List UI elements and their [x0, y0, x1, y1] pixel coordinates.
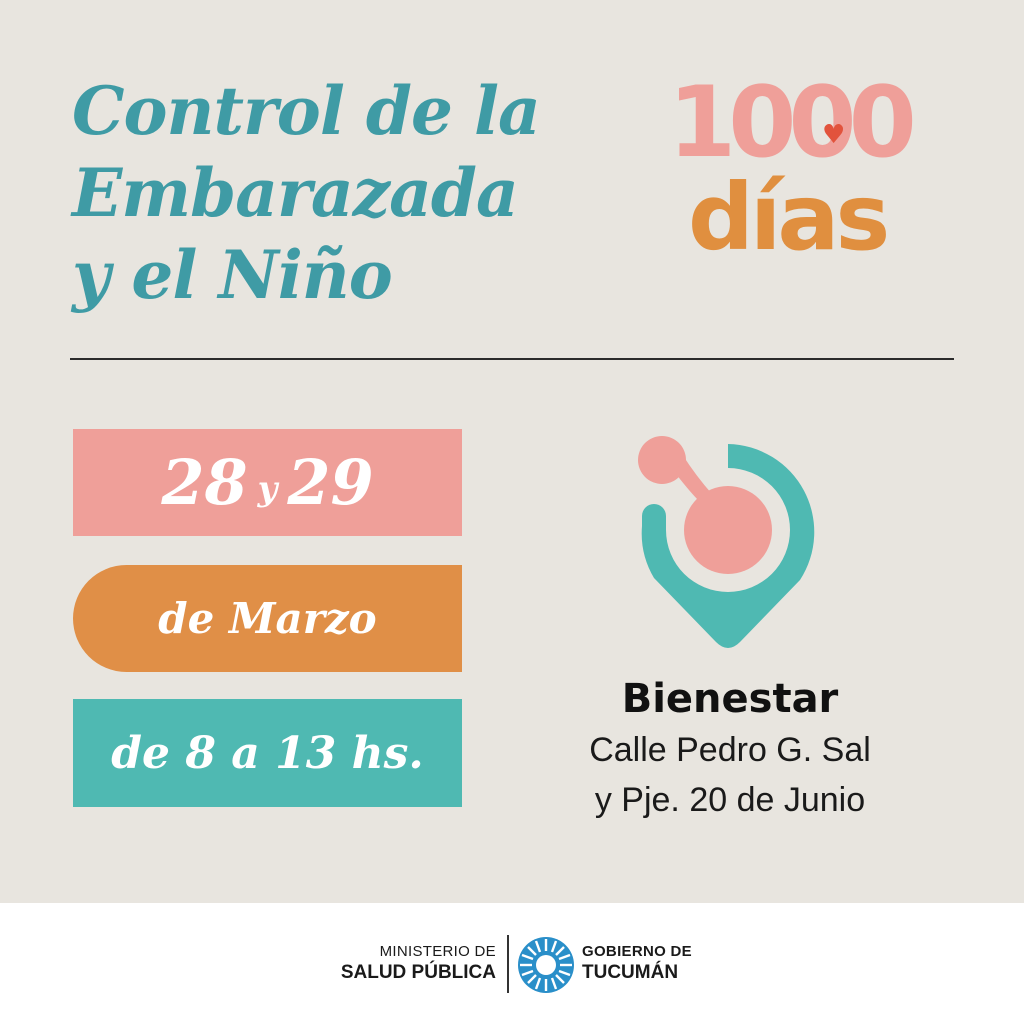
government-line-2: TUCUMÁN [582, 962, 679, 983]
government-line-1: GOBIERNO DE [582, 943, 692, 960]
month-label: de Marzo [158, 594, 377, 643]
1000-dias-logo: 1000 ♥ días [660, 66, 960, 271]
government-label: GOBIERNO DE TUCUMÁN [582, 943, 692, 984]
dates-joiner: y [257, 468, 278, 509]
dates-banner: 28 y 29 [73, 429, 462, 536]
title-line-1: Control de la [72, 72, 541, 150]
venue-address-line-1: Calle Pedro G. Sal [589, 731, 871, 769]
logo-number: 1000 [668, 66, 917, 180]
venue-name: Bienestar [621, 676, 839, 722]
logo-word: días [688, 164, 890, 271]
ministry-label: MINISTERIO DE SALUD PÚBLICA [330, 943, 496, 984]
ministry-line-1: MINISTERIO DE [379, 943, 496, 960]
ministry-line-2: SALUD PÚBLICA [340, 962, 496, 983]
heart-icon: ♥ [822, 120, 846, 150]
divider [70, 358, 954, 360]
page-title: Control de la Embarazada y el Niño [72, 70, 632, 316]
footer-separator [507, 935, 509, 993]
hours-label: de 8 a 13 hs. [111, 727, 424, 779]
footer: MINISTERIO DE SALUD PÚBLICA GOBIERNO DE … [0, 903, 1024, 1024]
venue-address-line-2: y Pje. 20 de Junio [594, 781, 866, 819]
day-1: 28 [161, 446, 248, 519]
title-line-2: Embarazada [72, 154, 519, 232]
day-2: 29 [287, 446, 374, 519]
title-line-3: y el Niño [72, 236, 393, 314]
hours-banner: de 8 a 13 hs. [73, 699, 462, 807]
month-banner: de Marzo [73, 565, 462, 672]
venue-info: Bienestar Calle Pedro G. Sal y Pje. 20 d… [560, 676, 900, 822]
location-pin-icon [638, 436, 815, 648]
sun-emblem-icon [518, 937, 574, 993]
